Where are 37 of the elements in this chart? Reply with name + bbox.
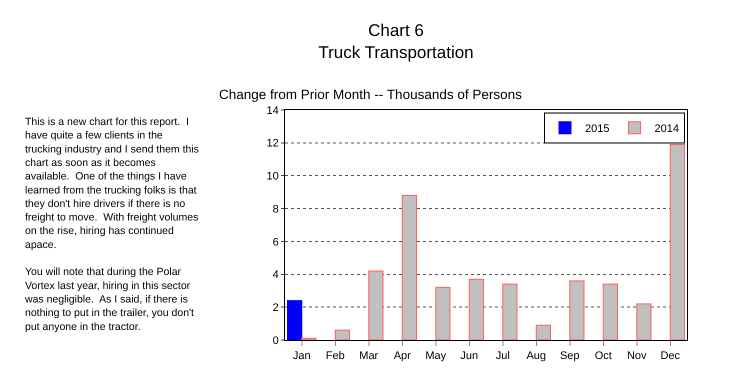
bar [402, 194, 417, 340]
legend-label: 2014 [654, 123, 679, 136]
x-tick-label: Feb [326, 350, 345, 362]
x-tick-label: Mar [359, 350, 379, 362]
x-tick-label: Jul [496, 350, 510, 362]
bar [536, 324, 551, 340]
bar [670, 144, 685, 340]
chart-title: Chart 6 Truck Transportation [318, 21, 474, 62]
bar [368, 270, 384, 340]
x-tick-label: Aug [526, 350, 546, 362]
bar [468, 278, 484, 340]
x-tick-label: Dec [660, 350, 681, 362]
bar [636, 303, 652, 340]
x-tick-label: Nov [626, 350, 648, 362]
bar [602, 284, 618, 340]
x-tick-label: Jun [460, 350, 478, 362]
text: This is a new chart for this report. I have quite a few clients in the trucking industry and I send them this chart as soon as it becomes available. One of the things I have learned from the trucking folks is that they don't hire drivers if there is no freight to move. With freight volumes on the rise, hiring has continued apace. You will note that during the Polar Vortex last year, hiring in this sector was negligible. As I said, if there is nothing to put in the trailer, you don't put anyone in the tractor. [25, 116, 199, 333]
bar [334, 330, 350, 340]
y-tick-label: 8 [272, 203, 279, 216]
x-tick-label: May [425, 350, 447, 362]
bar [502, 284, 518, 340]
y-tick-label: 2 [272, 302, 279, 314]
y-tick-label: 4 [272, 269, 279, 282]
x-tick-label: Sep [560, 350, 580, 362]
bar [287, 300, 302, 340]
y-tick-label: 14 [266, 104, 279, 117]
bar [569, 280, 584, 340]
y-tick-label: 0 [272, 334, 279, 347]
x-tick-label: Oct [594, 350, 612, 362]
y-tick-label: 10 [266, 170, 279, 183]
y-tick-label: 12 [266, 138, 279, 150]
chart-subtitle: Change from Prior Month -- Thousands of Persons [219, 87, 522, 102]
bar [435, 286, 450, 340]
y-tick-label: 6 [272, 236, 279, 248]
x-tick-label: Apr [394, 350, 412, 362]
legend-label: 2015 [584, 123, 610, 136]
x-tick-label: Jan [292, 350, 311, 362]
